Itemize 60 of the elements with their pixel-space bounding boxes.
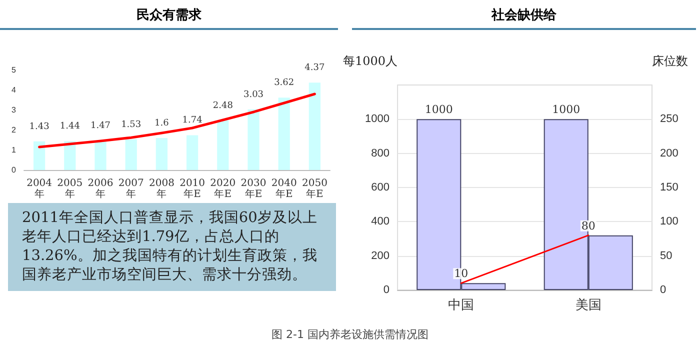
bar [156,138,168,170]
data-label: 3.03 [243,90,264,100]
y2-tick-label: 250 [660,113,678,126]
bar [64,141,76,170]
bar [248,109,260,170]
data-label: 1000 [552,103,580,116]
bar [186,135,198,170]
bar [33,141,46,170]
y-axis-title: 每1000人 [342,54,398,68]
y-tick-label: 400 [371,216,390,228]
y-tick-label: 1000 [365,113,390,126]
bar [217,120,229,170]
y2-axis-title: 床位数 [652,54,688,68]
chart-title: 社会缺供给 [352,4,696,30]
x-tick-label: 2008年 [148,178,174,200]
data-label: 1.43 [29,122,50,132]
y-tick-label: 200 [371,250,390,262]
caption: 图 2-1 国内养老设施供需情况图 [270,327,430,342]
y-tick-label: 0 [383,284,390,296]
y2-tick-label: 100 [660,216,678,228]
y2-tick-label: 50 [660,250,672,262]
y-tick-label: 600 [371,182,390,194]
y2-tick-label: 200 [660,147,678,160]
x-tick-label: 中国 [448,298,474,313]
y-tick-label: 5 [12,66,17,74]
bar [308,82,321,170]
data-label: 3.62 [274,78,294,88]
y-tick-label: 2 [12,126,17,134]
data-label: 10 [454,267,468,280]
x-tick-label: 2010年E [180,178,206,200]
x-tick-label: 美国 [575,297,602,313]
data-label: 1.74 [182,116,203,126]
y-tick-label: 1 [12,146,17,154]
data-label: 1.6 [154,118,170,128]
data-label: 80 [581,219,596,232]
data-label: 1.47 [90,121,111,132]
x-tick-label: 2006年 [88,178,114,200]
x-tick-label: 2004年 [26,178,52,200]
x-tick-label: 2030年E [240,178,266,200]
bar [125,139,137,170]
x-tick-label: 2007年 [118,178,144,200]
y2-tick-label: 0 [660,284,666,296]
y-tick-label: 800 [371,147,390,160]
chart-title: 民众有需求 [0,4,338,30]
x-tick-label: 2040年E [271,178,297,200]
y2-tick-label: 150 [660,182,678,194]
data-label: 4.37 [304,63,325,74]
x-tick-label: 2005年 [57,178,83,200]
x-tick-label: 2020年E [210,178,236,200]
text: 2011年全国人口普查显示，我国60岁及以上老年人口已经达到1.79亿，占总人口的13.26%。加之我国特有的计划生育政策，我国养老产业市场空间巨大、需求十分强劲。 [8,203,336,291]
data-label: 1000 [424,103,453,116]
y-tick-label: 0 [12,166,17,174]
x-tick-label: 2050年E [302,178,328,200]
data-label: 1.44 [60,122,80,132]
data-label: 1.53 [121,120,142,130]
bar [94,140,106,170]
bar [278,98,290,170]
data-label: 2.48 [212,100,234,111]
y-tick-label: 4 [12,86,17,94]
y-tick-label: 3 [12,106,17,114]
